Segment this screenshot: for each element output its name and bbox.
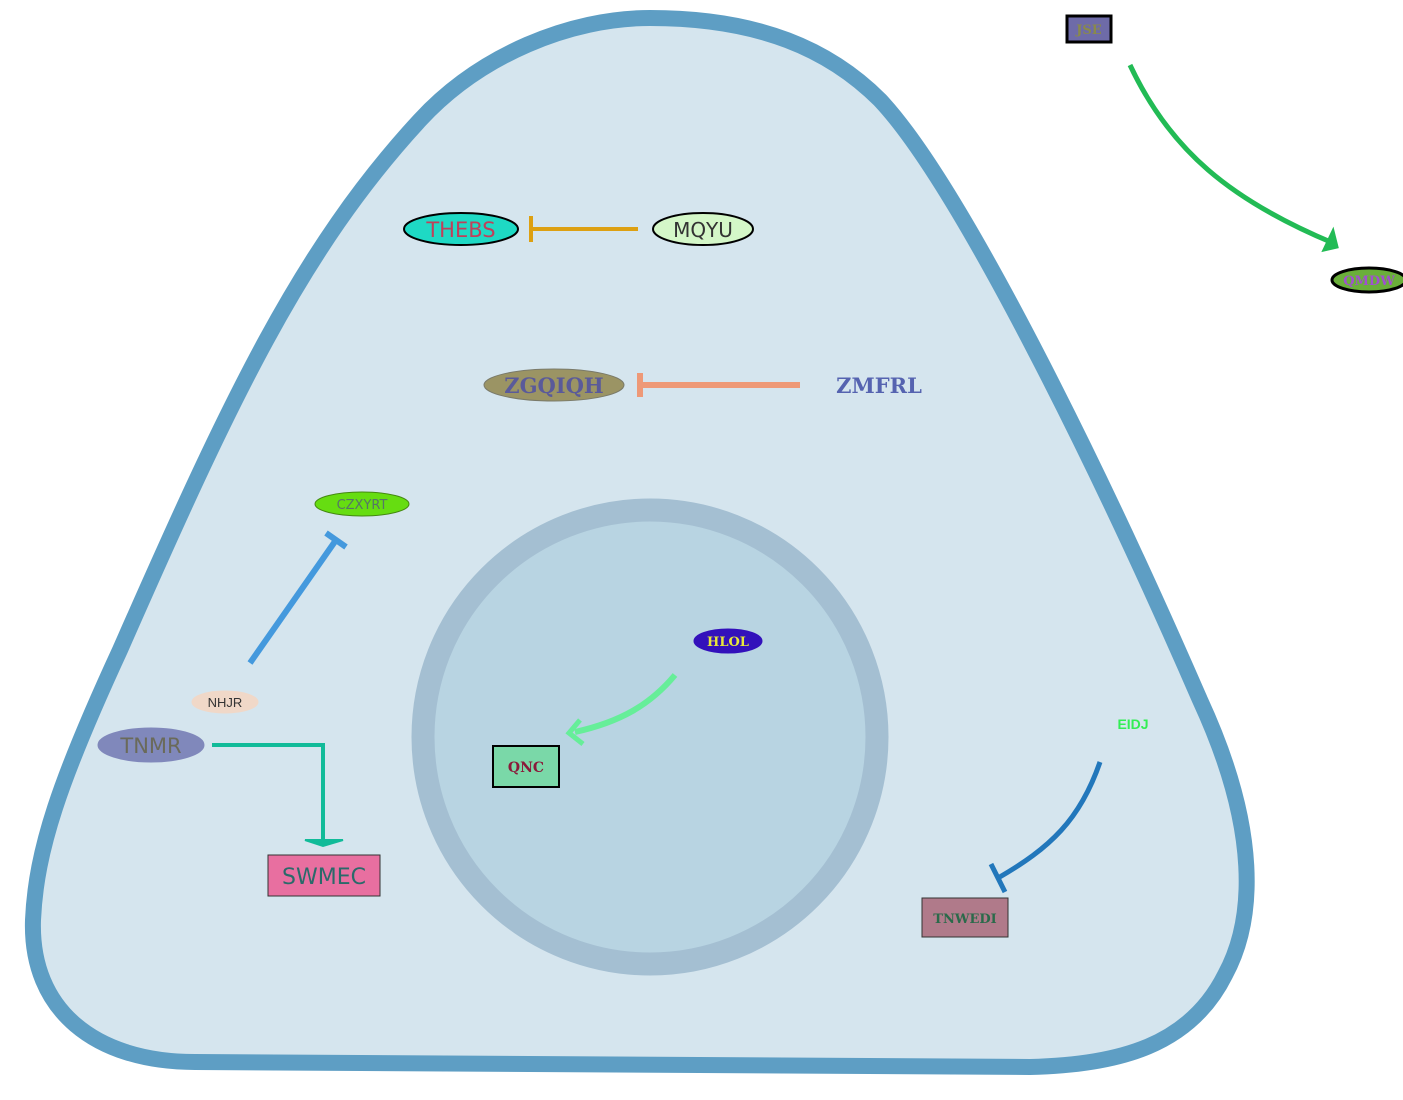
node-tnmr[interactable]: TNMR (97, 727, 205, 763)
node-tnwedi[interactable]: TNWEDI (921, 897, 1009, 938)
node-hlol-label: HLOL (707, 635, 749, 650)
node-zgqiqh[interactable]: ZGQIQH (483, 368, 625, 402)
edge-hlol-qnc (574, 673, 678, 735)
nucleus-compartment (411, 498, 889, 976)
node-thebs-label: THEBS (425, 218, 495, 242)
arrowhead-icon (1321, 226, 1339, 253)
node-tnmr-label: TNMR (119, 734, 181, 758)
node-jse-label: JSE (1075, 23, 1102, 38)
node-eidj-label: EIDJ (1117, 716, 1148, 732)
node-qmdw[interactable]: QMDW (1330, 266, 1403, 294)
edge-eidj-tnwedi (996, 761, 1103, 881)
node-tnwedi-label: TNWEDI (933, 912, 996, 927)
node-czxyrt-label: CZXYRT (337, 498, 388, 513)
node-swmec[interactable]: SWMEC (267, 854, 381, 897)
arrowhead-icon (565, 718, 585, 746)
edge-tnmr-swmec (212, 743, 325, 840)
node-thebs[interactable]: THEBS (403, 212, 519, 246)
node-czxyrt[interactable]: CZXYRT (314, 491, 410, 517)
node-jse[interactable]: JSE (1065, 14, 1113, 44)
node-mqyu-label: MQYU (673, 218, 733, 242)
node-nhjr-label: NHJR (208, 695, 243, 710)
arrowhead-icon (304, 839, 344, 848)
node-zmfrl[interactable]: ZMFRL (836, 373, 922, 398)
node-eidj[interactable]: EIDJ (1117, 716, 1148, 732)
edge-nhjr-czxyrt (247, 538, 339, 665)
inhibition-bar-icon (324, 530, 348, 550)
node-zmfrl-label: ZMFRL (836, 373, 922, 398)
node-qnc-label: QNC (508, 760, 544, 776)
node-swmec-label: SWMEC (282, 865, 366, 890)
node-qmdw-label: QMDW (1343, 274, 1395, 289)
node-qnc[interactable]: QNC (492, 745, 560, 788)
node-mqyu[interactable]: MQYU (652, 212, 754, 246)
node-zgqiqh-label: ZGQIQH (504, 373, 604, 398)
node-hlol[interactable]: HLOL (693, 628, 763, 654)
inhibition-bar-icon (988, 862, 1008, 894)
edge-jse-qmdw (1127, 63, 1334, 246)
node-nhjr[interactable]: NHJR (191, 690, 259, 714)
